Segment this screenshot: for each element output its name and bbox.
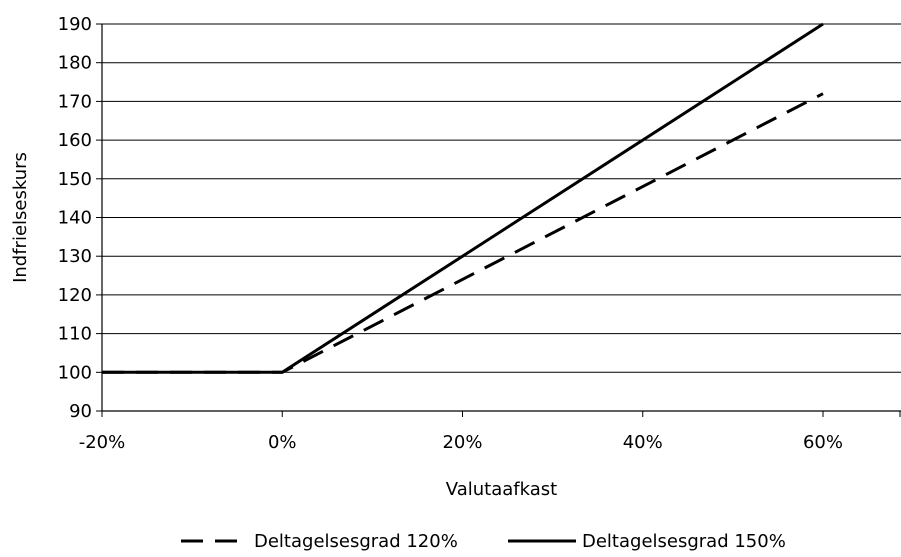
legend-label: Deltagelsesgrad 150% bbox=[582, 531, 786, 552]
x-axis-label: Valutaafkast bbox=[446, 479, 557, 500]
y-tick-label: 130 bbox=[58, 246, 92, 267]
y-tick-label: 120 bbox=[58, 285, 92, 306]
x-tick-label: 60% bbox=[803, 432, 843, 453]
x-tick-label: -20% bbox=[79, 432, 126, 453]
series-line-dashed bbox=[102, 92, 824, 374]
y-tick-label: 170 bbox=[58, 91, 92, 112]
series-line-solid bbox=[102, 22, 824, 374]
x-tick-label: 40% bbox=[623, 432, 663, 453]
y-tick-label: 90 bbox=[69, 401, 92, 422]
x-tick-label: 20% bbox=[442, 432, 482, 453]
x-axis-ticks: -20% 0% 20% 40% 60% bbox=[79, 411, 901, 453]
y-tick-label: 100 bbox=[58, 362, 92, 383]
y-axis-label: Indfrielseskurs bbox=[10, 152, 31, 283]
y-tick-label: 150 bbox=[58, 169, 92, 190]
series-lines bbox=[102, 22, 824, 374]
y-tick-label: 190 bbox=[58, 14, 92, 35]
y-tick-label: 110 bbox=[58, 324, 92, 345]
legend-label: Deltagelsesgrad 120% bbox=[254, 531, 458, 552]
grid-lines bbox=[102, 23, 901, 373]
y-tick-label: 140 bbox=[58, 208, 92, 229]
y-tick-label: 180 bbox=[58, 53, 92, 74]
y-axis-ticks: 90 100 110 120 130 140 150 160 170 180 190 bbox=[58, 14, 102, 422]
legend: Deltagelsesgrad 120% Deltagelsesgrad 150% bbox=[181, 531, 786, 552]
y-tick-label: 160 bbox=[58, 130, 92, 151]
x-tick-label: 0% bbox=[268, 432, 297, 453]
